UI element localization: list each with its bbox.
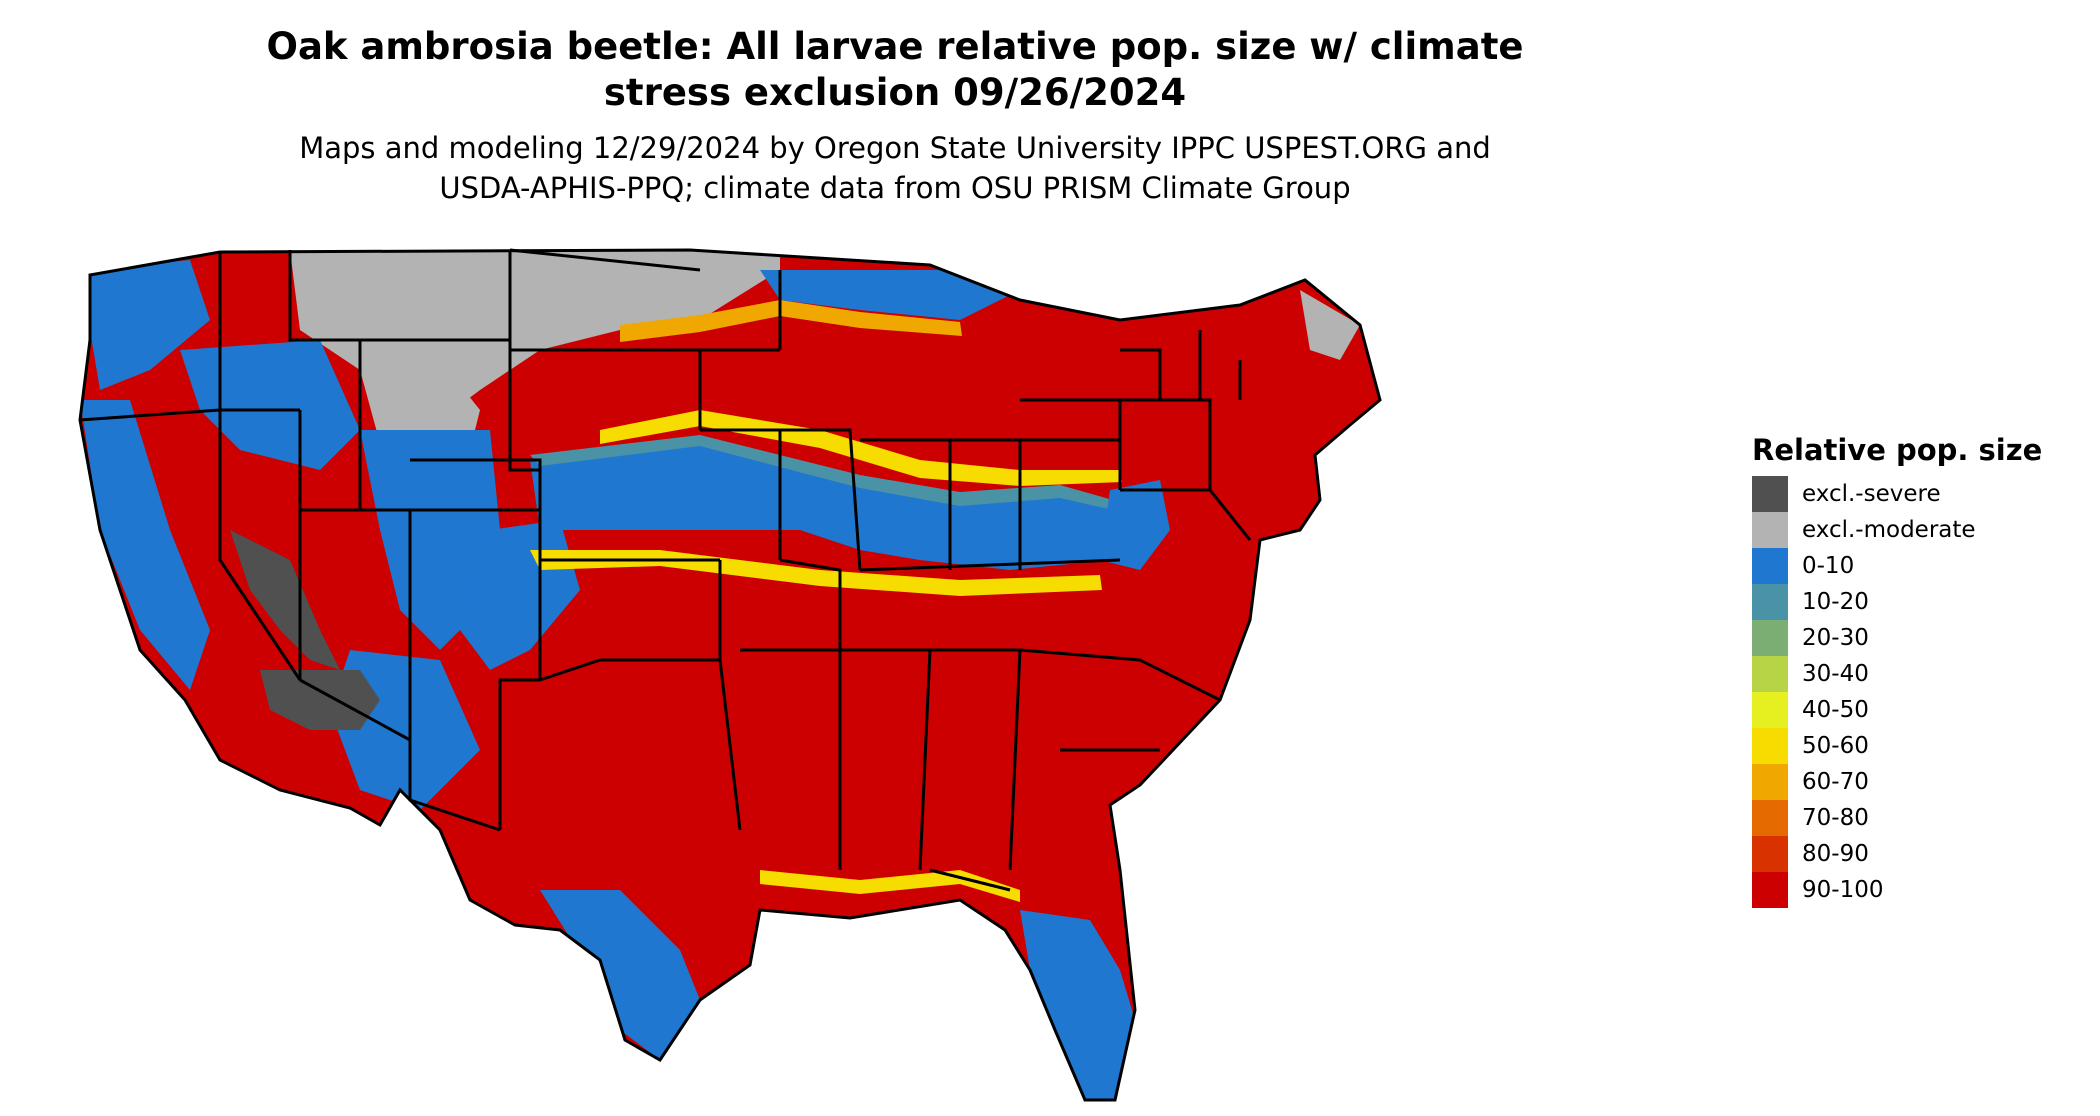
legend: Relative pop. size excl.-severe excl.-mod…: [1752, 432, 2042, 908]
legend-label: 80-90: [1802, 841, 1869, 867]
legend-item: 20-30: [1752, 620, 2042, 656]
legend-swatch: [1752, 584, 1788, 620]
excluded-severe-southwest: [230, 530, 340, 670]
excluded-severe-arizona: [260, 670, 380, 730]
low-great-basin: [180, 340, 360, 470]
low-appalachian: [1100, 480, 1170, 570]
legend-label: 40-50: [1802, 697, 1869, 723]
legend-item: 0-10: [1752, 548, 2042, 584]
legend-swatch: [1752, 692, 1788, 728]
legend-label: 60-70: [1802, 769, 1869, 795]
legend-item: 30-40: [1752, 656, 2042, 692]
excluded-moderate-maine: [1300, 290, 1360, 360]
state-boundaries: [78, 248, 1382, 1102]
legend-swatch: [1752, 620, 1788, 656]
legend-title: Relative pop. size: [1752, 433, 2043, 467]
low-pacific-nw: [80, 260, 210, 390]
low-west-coast: [80, 400, 210, 690]
low-upper-midwest: [760, 270, 1020, 320]
mid-high-band-north: [620, 300, 962, 342]
legend-swatch: [1752, 512, 1788, 548]
low-rockies: [360, 430, 500, 650]
low-florida: [1020, 910, 1135, 1100]
map-title: Oak ambrosia beetle: All larvae relative…: [120, 24, 1670, 116]
legend-swatch: [1752, 476, 1788, 512]
legend-label: excl.-moderate: [1802, 517, 1976, 543]
title-line-2: stress exclusion 09/26/2024: [603, 71, 1187, 114]
legend-label: 20-30: [1802, 625, 1869, 651]
legend-item: 50-60: [1752, 728, 2042, 764]
low-gulf-texas: [540, 890, 700, 1060]
legend-swatch: [1752, 656, 1788, 692]
legend-label: 0-10: [1802, 553, 1855, 579]
subtitle-line-1: Maps and modeling 12/29/2024 by Oregon S…: [299, 131, 1491, 165]
legend-item: 40-50: [1752, 692, 2042, 728]
legend-label: excl.-severe: [1802, 481, 1941, 507]
legend-swatch: [1752, 872, 1788, 908]
legend-swatch: [1752, 548, 1788, 584]
legend-label: 30-40: [1802, 661, 1869, 687]
legend-item: 60-70: [1752, 764, 2042, 800]
legend-label: 10-20: [1802, 589, 1869, 615]
subtitle-line-2: USDA-APHIS-PPQ; climate data from OSU PR…: [439, 171, 1351, 205]
legend-swatch: [1752, 836, 1788, 872]
legend-item: excl.-moderate: [1752, 512, 2042, 548]
legend-items: excl.-severe excl.-moderate 0-10 10-20 20-30…: [1752, 476, 2042, 908]
legend-item: 70-80: [1752, 800, 2042, 836]
legend-item: 10-20: [1752, 584, 2042, 620]
us-population-map: [78, 248, 1382, 1102]
legend-swatch: [1752, 764, 1788, 800]
mid-band-gulf: [760, 870, 1020, 902]
low-kansas-missouri-band: [530, 440, 1120, 570]
legend-label: 90-100: [1802, 877, 1884, 903]
legend-swatch: [1752, 800, 1788, 836]
legend-label: 70-80: [1802, 805, 1869, 831]
legend-label: 50-60: [1802, 733, 1869, 759]
map-subtitle: Maps and modeling 12/29/2024 by Oregon S…: [120, 128, 1670, 208]
title-line-1: Oak ambrosia beetle: All larvae relative…: [266, 25, 1524, 68]
legend-swatch: [1752, 728, 1788, 764]
legend-item: excl.-severe: [1752, 476, 2042, 512]
legend-item: 80-90: [1752, 836, 2042, 872]
legend-item: 90-100: [1752, 872, 2042, 908]
low-mid-band: [530, 435, 1122, 512]
